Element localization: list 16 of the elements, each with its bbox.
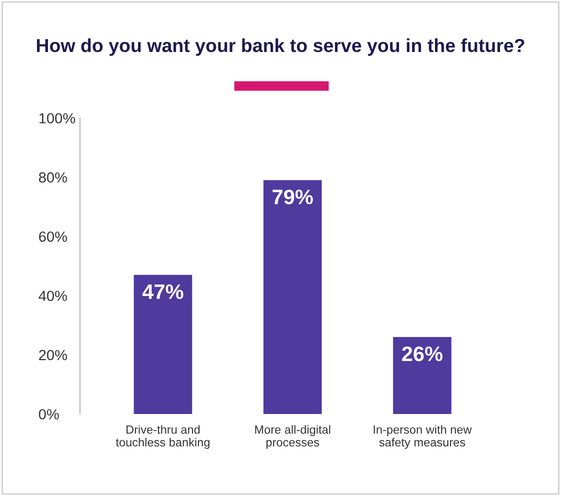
chart-title: How do you want your bank to serve you in the future? [36,38,524,56]
y-tick-label: 20% [39,350,68,360]
x-tick-label: More all-digital processes [255,425,330,449]
data-label: 79% [272,190,313,204]
y-tick-label: 80% [38,172,68,183]
y-tick-label: 0% [38,409,59,420]
data-label: 47% [142,284,184,300]
data-label: 26% [402,346,443,362]
bar [263,180,322,414]
x-tick-label: Drive-thru and touchless banking [116,425,210,449]
bar [393,337,452,414]
x-tick-label: In-person with new safety measures [374,425,472,449]
y-tick-label: 60% [39,232,68,242]
bar [134,274,192,414]
y-tick-label: 40% [38,290,68,302]
y-tick-label: 100% [39,113,76,124]
